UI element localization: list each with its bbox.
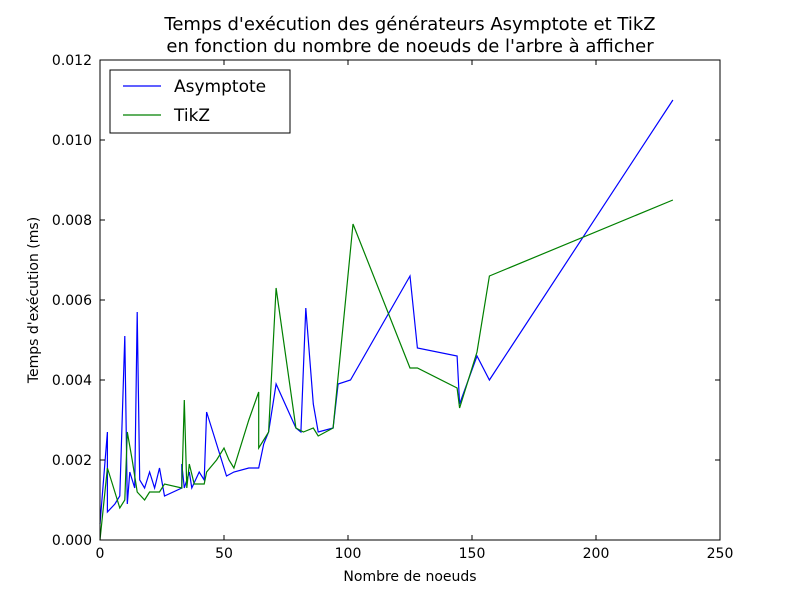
legend-label-tikz: TikZ bbox=[173, 106, 210, 126]
y-tick-label: 0.000 bbox=[52, 533, 92, 549]
legend-box bbox=[109, 69, 291, 134]
y-tick-label: 0.010 bbox=[52, 133, 92, 149]
x-tick-label: 50 bbox=[215, 546, 233, 562]
x-tick-label: 150 bbox=[459, 546, 486, 562]
y-axis-label: Temps d'exécution (ms) bbox=[26, 217, 42, 384]
y-tick-label: 0.008 bbox=[52, 213, 92, 229]
y-tick-label: 0.006 bbox=[52, 293, 92, 309]
series-layer bbox=[99, 99, 674, 541]
legend-label-asymptote: Asymptote bbox=[174, 77, 266, 97]
y-tick-label: 0.004 bbox=[52, 373, 92, 389]
chart-title-line-2: en fonction du nombre de noeuds de l'arb… bbox=[166, 36, 654, 57]
x-axis-label: Nombre de noeuds bbox=[343, 569, 476, 585]
x-tick-label: 250 bbox=[707, 546, 734, 562]
x-tick-label: 0 bbox=[96, 546, 105, 562]
ticks-layer: 0 50 100 150 200 250 0.000 0.002 0.004 0.006 0.008… bbox=[52, 53, 733, 562]
chart-title-line-1: Temps d'exécution des générateurs Asympt… bbox=[163, 14, 655, 35]
x-tick-label: 200 bbox=[583, 546, 610, 562]
x-tick-label: 100 bbox=[335, 546, 362, 562]
legend: Asymptote TikZ bbox=[109, 69, 291, 134]
series-line-asymptote bbox=[99, 99, 674, 525]
y-tick-label: 0.002 bbox=[52, 453, 92, 469]
series-line-tikz bbox=[99, 199, 674, 541]
y-tick-label: 0.012 bbox=[52, 53, 92, 69]
